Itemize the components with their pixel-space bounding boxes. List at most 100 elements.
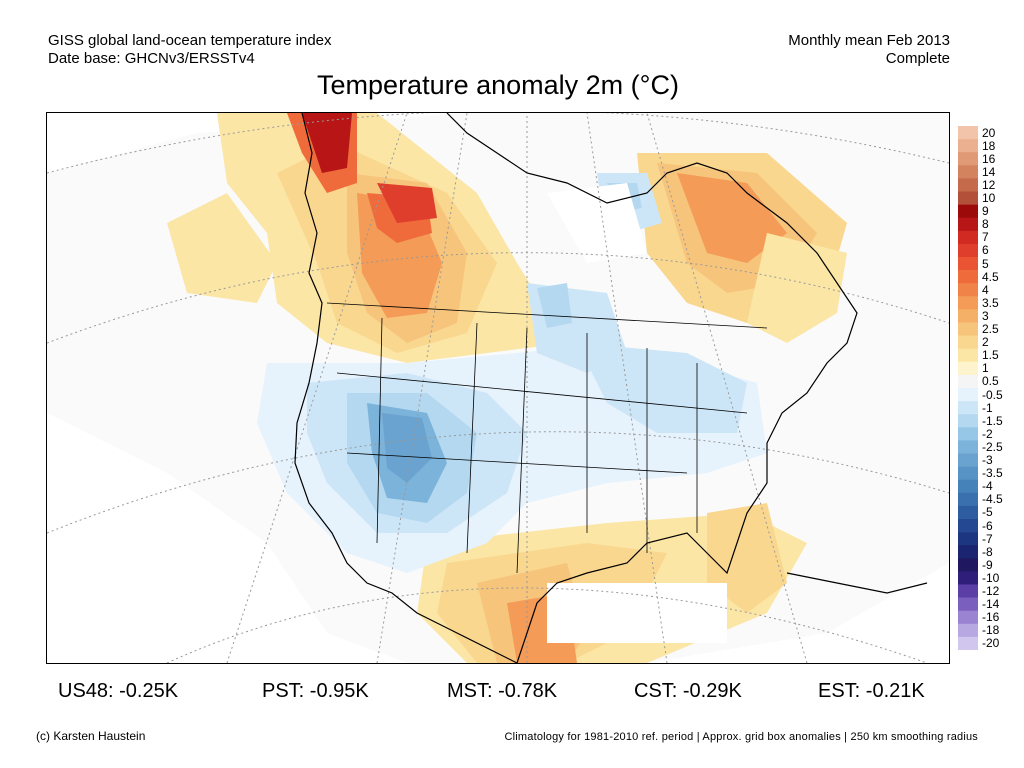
colorbar-label: 6: [982, 243, 989, 258]
colorbar-label: -6: [982, 518, 993, 533]
colorbar-label: 14: [982, 164, 996, 179]
colorbar-cell: [958, 204, 978, 218]
colorbar-label: -2: [982, 426, 993, 441]
colorbar-cell: [958, 165, 978, 179]
colorbar-label: 1.5: [982, 348, 999, 363]
colorbar-label: -0.5: [982, 387, 1003, 402]
colorbar-cell: [958, 283, 978, 297]
colorbar-cell: [958, 296, 978, 310]
colorbar-label: 18: [982, 138, 996, 153]
colorbar-cell: [958, 519, 978, 533]
stat-pst: PST: -0.95K: [262, 680, 369, 702]
stat-cst: CST: -0.29K: [634, 680, 742, 702]
colorbar-cell: [958, 139, 978, 153]
colorbar-cell: [958, 230, 978, 245]
stat-est: EST: -0.21K: [818, 680, 925, 702]
colorbar-cell: [958, 479, 978, 494]
colorbar-label: -10: [982, 570, 1000, 585]
colorbar-cell: [958, 178, 978, 192]
graticule: [47, 113, 949, 663]
period-info: Monthly mean Feb 2013 Complete: [788, 32, 950, 68]
colorbar-cell: [958, 335, 978, 349]
colorbar-cell: [958, 270, 978, 284]
colorbar-cell: [958, 309, 978, 323]
colorbar-label: -7: [982, 531, 993, 546]
dataset-info: GISS global land-ocean temperature index…: [48, 32, 332, 68]
colorbar-label: 9: [982, 204, 989, 219]
stat-mst: MST: -0.78K: [447, 680, 558, 702]
colorbar-label: -20: [982, 636, 1000, 651]
anomaly-map: [46, 112, 950, 664]
state-borders: [326, 302, 768, 574]
methodology-note: Climatology for 1981-2010 ref. period | …: [504, 731, 978, 743]
colorbar-cell: [958, 571, 978, 585]
colorbar-label: -5: [982, 505, 993, 520]
colorbar-label: 16: [982, 151, 996, 166]
colorbar-label: -3.5: [982, 466, 1003, 481]
colorbar-cell: [958, 597, 978, 611]
colorbar-cell: [958, 388, 978, 402]
stat-us48: US48: -0.25K: [58, 680, 179, 702]
colorbar-cell: [958, 427, 978, 441]
colorbar-label: 4.5: [982, 269, 999, 284]
map-canvas: [47, 113, 949, 663]
colorbar-label: -4.5: [982, 492, 1003, 507]
colorbar-label: -1.5: [982, 413, 1003, 428]
colorbar-cell: [958, 584, 978, 598]
colorbar-cell: [958, 636, 978, 650]
colorbar-label: 2: [982, 335, 989, 350]
colorbar-cell: [958, 453, 978, 467]
colorbar-label: 10: [982, 191, 996, 206]
colorbar-label: 1: [982, 361, 989, 376]
color-scale-bar: [958, 126, 978, 650]
colorbar-cell: [958, 623, 978, 638]
data-base: Date base: GHCNv3/ERSSTv4: [48, 50, 255, 67]
colorbar-cell: [958, 558, 978, 572]
colorbar-label: 7: [982, 230, 989, 245]
colorbar-cell: [958, 492, 978, 507]
colorbar-cell: [958, 257, 978, 271]
colorbar-cell: [958, 348, 978, 363]
period-label: Monthly mean Feb 2013: [788, 32, 950, 49]
colorbar-label: -14: [982, 597, 1000, 612]
colorbar-cell: [958, 401, 978, 415]
colorbar-label: 3: [982, 308, 989, 323]
colorbar-cell: [958, 545, 978, 559]
dataset-name: GISS global land-ocean temperature index: [48, 32, 332, 49]
colorbar-cell: [958, 126, 978, 140]
regional-averages: US48: -0.25K PST: -0.95K MST: -0.78K CST…: [0, 680, 1024, 706]
colorbar-label: -16: [982, 610, 1000, 625]
colorbar-label: 12: [982, 178, 996, 192]
colorbar-cell: [958, 414, 978, 428]
colorbar-label: 5: [982, 256, 989, 271]
map-title: Temperature anomaly 2m (°C): [317, 70, 679, 100]
no-data-regions: [547, 183, 727, 643]
colorbar-cell: [958, 532, 978, 546]
colorbar-label: 4: [982, 282, 989, 297]
colorbar-label: 20: [982, 125, 996, 140]
colorbar-label: -4: [982, 479, 993, 494]
colorbar-label: 2.5: [982, 322, 999, 337]
colorbar-cell: [958, 322, 978, 336]
colorbar-label: 3.5: [982, 295, 999, 310]
colorbar-cell: [958, 440, 978, 454]
colorbar-label: -18: [982, 623, 1000, 638]
completeness-label: Complete: [885, 50, 950, 67]
credit: (c) Karsten Haustein: [36, 729, 146, 743]
colorbar-cell: [958, 152, 978, 166]
colorbar-label: -8: [982, 544, 993, 559]
coastlines: [294, 113, 928, 663]
colorbar-cell: [958, 610, 978, 625]
colorbar-label: -9: [982, 557, 993, 572]
colorbar-cell: [958, 466, 978, 480]
colorbar-label: 0.5: [982, 374, 999, 389]
colorbar-cell: [958, 217, 978, 232]
colorbar-cell: [958, 505, 978, 520]
colorbar-label: -2.5: [982, 439, 1003, 454]
colorbar-cell: [958, 191, 978, 205]
colorbar-cell: [958, 374, 978, 389]
colorbar-label: 8: [982, 217, 989, 232]
colorbar-cell: [958, 243, 978, 258]
colorbar-label: -3: [982, 453, 993, 468]
colorbar-label: -1: [982, 400, 993, 415]
